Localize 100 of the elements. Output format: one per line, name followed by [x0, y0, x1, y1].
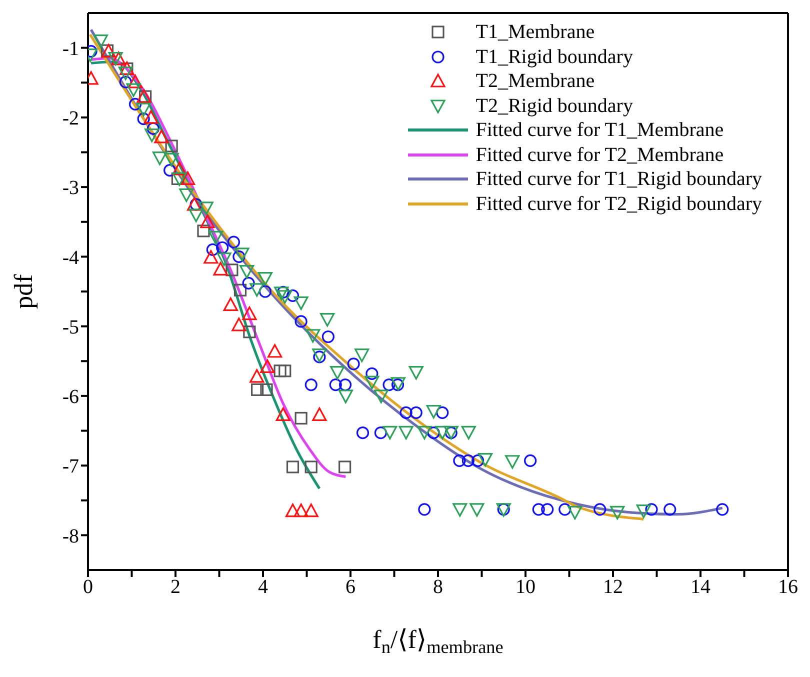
point — [276, 407, 290, 422]
point — [242, 276, 255, 290]
point — [524, 454, 537, 467]
point — [152, 152, 168, 166]
point — [320, 313, 335, 327]
point — [304, 460, 318, 474]
point — [286, 289, 300, 302]
point — [227, 236, 240, 248]
y-tick-label: -5 — [62, 316, 79, 338]
point — [594, 503, 606, 516]
point — [382, 426, 398, 440]
point — [144, 110, 158, 124]
legend-label: T2_Rigid boundary — [476, 94, 633, 118]
point — [294, 315, 308, 328]
point — [427, 426, 440, 440]
point — [664, 503, 676, 516]
y-axis-title: pdf — [9, 274, 38, 309]
y-tick-label: -2 — [62, 108, 79, 130]
y-tick-label: -6 — [62, 386, 79, 408]
x-tick-label: 14 — [690, 576, 710, 598]
point — [200, 214, 215, 228]
point — [223, 297, 238, 312]
point — [136, 102, 151, 116]
point — [128, 98, 142, 111]
point — [234, 248, 250, 262]
point — [304, 504, 318, 518]
point — [118, 66, 133, 80]
point — [645, 503, 658, 516]
point — [400, 406, 412, 419]
point — [426, 404, 441, 419]
point — [306, 329, 320, 343]
point — [636, 504, 651, 518]
x-axis-title: f$_{n}$/⟨f⟩$_{membrane}$ — [372, 625, 504, 658]
point — [213, 262, 228, 276]
point — [410, 406, 422, 419]
point — [462, 454, 474, 467]
point — [312, 407, 327, 422]
point — [136, 89, 152, 103]
point — [408, 366, 424, 380]
point — [338, 390, 353, 404]
point — [180, 171, 196, 186]
y-tick-label: -1 — [62, 38, 79, 60]
point — [322, 330, 334, 344]
point — [354, 348, 370, 362]
point — [294, 412, 308, 425]
point — [274, 286, 289, 300]
point — [278, 364, 292, 378]
point — [165, 140, 178, 152]
point — [532, 503, 545, 516]
point — [126, 83, 141, 97]
point — [417, 426, 432, 440]
legend-label: Fitted curve for T1_Membrane — [476, 118, 724, 142]
point — [568, 506, 582, 520]
point — [294, 504, 308, 518]
point — [364, 376, 380, 390]
point — [398, 426, 414, 440]
point — [260, 383, 273, 396]
point — [93, 34, 108, 48]
point — [418, 503, 431, 516]
point — [329, 378, 342, 392]
point — [172, 162, 187, 176]
legend-label: Fitted curve for T1_Rigid boundary — [476, 167, 762, 192]
x-tick-label: 2 — [170, 576, 180, 598]
point — [338, 378, 352, 392]
point — [374, 390, 388, 404]
point — [285, 504, 300, 518]
y-tick-label: -3 — [62, 177, 79, 200]
point — [366, 367, 378, 380]
point — [226, 264, 238, 276]
point — [472, 454, 484, 467]
point — [478, 452, 493, 467]
point — [208, 230, 224, 244]
point — [188, 208, 204, 222]
point — [137, 112, 150, 126]
point — [111, 52, 126, 66]
point — [250, 283, 264, 297]
point — [436, 406, 449, 419]
point — [338, 460, 352, 474]
x-tick-label: 8 — [433, 576, 443, 598]
point — [234, 284, 247, 296]
point — [356, 426, 370, 440]
point — [172, 172, 187, 186]
legend-label: T1_Rigid boundary — [476, 44, 633, 69]
point — [204, 250, 218, 264]
point — [179, 188, 194, 202]
point — [251, 383, 264, 396]
point — [216, 252, 232, 266]
point — [146, 122, 160, 135]
point — [197, 224, 210, 238]
point — [164, 164, 176, 177]
y-tick-label: -7 — [62, 456, 79, 478]
x-tick-label: 0 — [83, 576, 93, 598]
point — [206, 243, 219, 256]
point — [240, 265, 254, 279]
point — [274, 364, 286, 378]
point — [716, 503, 729, 516]
legend-label: T1_Membrane — [476, 20, 595, 44]
point — [435, 426, 450, 440]
legend-label: Fitted curve for T2_Membrane — [476, 142, 724, 167]
point — [541, 503, 554, 516]
